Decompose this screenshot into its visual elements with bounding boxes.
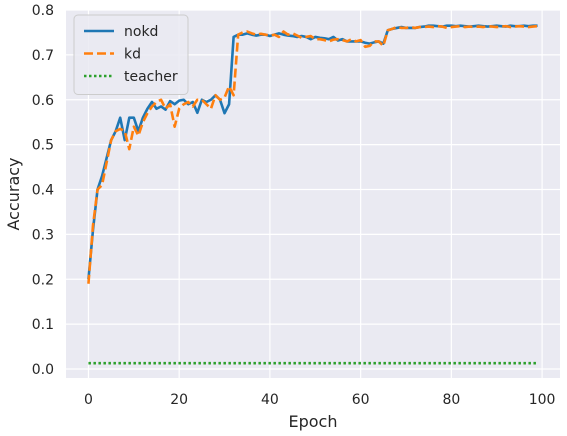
x-tick-labels: 0 20 40 60 80 100: [84, 392, 555, 408]
y-tick-label: 0.0: [32, 362, 54, 378]
x-tick-label: 80: [442, 392, 460, 408]
x-tick-label: 40: [261, 392, 279, 408]
y-tick-label: 0.1: [32, 317, 54, 333]
x-tick-label: 60: [352, 392, 370, 408]
x-tick-label: 20: [170, 392, 188, 408]
legend-box: [73, 14, 189, 95]
series-line-kd: [87, 24, 538, 284]
x-axis-label: Epoch: [289, 412, 338, 431]
y-tick-label: 0.6: [32, 93, 54, 109]
y-tick-label: 0.5: [32, 138, 54, 154]
y-axis-label: Accuracy: [4, 157, 23, 230]
x-tick-label: 0: [84, 392, 93, 408]
y-tick-labels: 0.0 0.1 0.2 0.3 0.4 0.5 0.6 0.7 0.8: [32, 3, 54, 378]
grid-lines: [66, 9, 560, 378]
y-tick-label: 0.8: [32, 3, 54, 19]
y-tick-label: 0.3: [32, 227, 54, 243]
y-tick-label: 0.4: [32, 183, 54, 199]
series-group: [87, 24, 538, 365]
y-tick-label: 0.7: [32, 48, 54, 64]
legend-label-nokd: nokd: [124, 24, 158, 40]
legend: nokd kd teacher: [73, 14, 189, 95]
x-tick-label: 100: [529, 392, 556, 408]
legend-label-kd: kd: [124, 47, 141, 63]
y-tick-label: 0.2: [32, 272, 54, 288]
legend-label-teacher: teacher: [124, 69, 178, 85]
